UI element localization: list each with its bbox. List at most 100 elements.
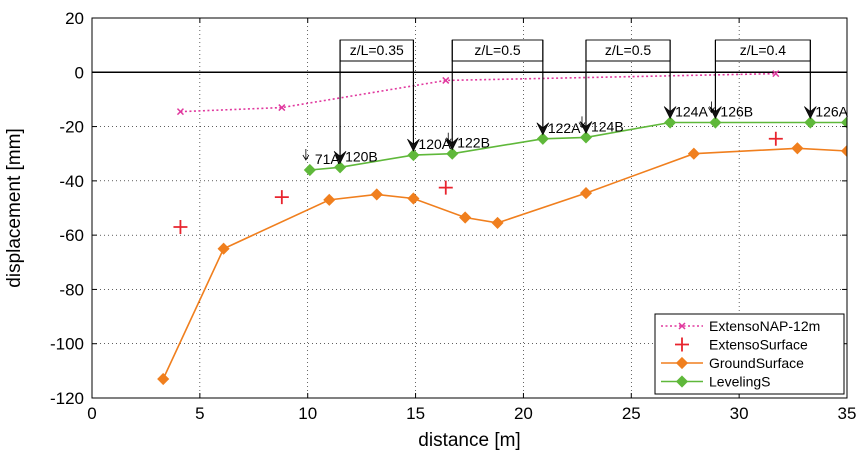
legend-item: ExtensoSurface xyxy=(675,337,808,353)
zl-annotation: z/L=0.4 xyxy=(709,39,817,120)
small-arrow xyxy=(708,101,715,114)
x-tick-label: 25 xyxy=(622,404,641,423)
small-arrow xyxy=(578,116,586,129)
arrow-head xyxy=(536,122,550,136)
point-label: 124A xyxy=(675,104,708,120)
point-label: 126A xyxy=(815,104,848,120)
series-line xyxy=(180,72,776,113)
point-label: 126B xyxy=(720,104,753,120)
zl-annotation: z/L=0.35 xyxy=(333,39,420,164)
point-label-layer: 71A 120B 120A 122B 122A 124B 124A 126B 126A xyxy=(315,104,849,168)
arrow-head xyxy=(444,138,452,145)
data-point xyxy=(407,149,420,162)
x-tick-label: 5 xyxy=(195,404,204,423)
data-point xyxy=(536,132,549,145)
data-point xyxy=(442,76,450,84)
legend: ExtensoNAP-12m ExtensoSurface GroundSurfac… xyxy=(654,313,845,395)
arrow-head xyxy=(663,106,677,120)
legend-swatch-marker xyxy=(675,375,689,388)
x-tick-label: 15 xyxy=(406,404,425,423)
point-label: 71A xyxy=(315,151,341,167)
annotation-layer: z/L=0.35 z/L=0.5 z/L=0.5 z/L=0.4 xyxy=(302,39,817,164)
zl-label: z/L=0.5 xyxy=(474,42,521,58)
zl-annotation: z/L=0.5 xyxy=(579,39,677,135)
data-point xyxy=(173,220,188,234)
series-layer xyxy=(157,70,847,386)
legend-swatch-marker xyxy=(678,322,686,330)
data-point xyxy=(217,242,230,255)
legend-item: LevelingS xyxy=(661,374,771,390)
series-line xyxy=(309,121,847,171)
legend-label: ExtensoSurface xyxy=(709,337,808,353)
arrow-head xyxy=(578,122,586,129)
data-point xyxy=(491,216,504,229)
data-point xyxy=(709,116,722,129)
legend-item: ExtensoNAP-12m xyxy=(661,318,820,334)
data-point xyxy=(176,108,184,116)
data-point xyxy=(278,104,286,112)
data-point xyxy=(772,70,780,78)
axis-layer: 0 5 10 15 20 25 30 35 20 0 -20 -40 -60 -80 -100 -120 xyxy=(50,9,856,423)
data-point xyxy=(579,187,593,200)
data-point xyxy=(804,116,817,129)
series-levelings xyxy=(303,116,847,177)
point-label: 122B xyxy=(457,135,490,151)
data-point xyxy=(157,372,170,386)
small-arrow xyxy=(444,132,452,145)
arrow-head xyxy=(708,107,715,114)
zl-label: z/L=0.35 xyxy=(350,42,404,58)
zl-annotation: z/L=0.5 xyxy=(445,39,550,151)
data-point xyxy=(446,147,459,160)
zl-label: z/L=0.4 xyxy=(740,42,787,58)
data-point xyxy=(687,147,700,160)
data-point xyxy=(407,192,420,205)
arrow-head xyxy=(302,154,310,161)
x-tick-label: 35 xyxy=(838,404,857,423)
legend-item: GroundSurface xyxy=(661,355,804,371)
x-tick-label: 10 xyxy=(298,404,317,423)
zl-label: z/L=0.5 xyxy=(605,42,652,58)
data-point xyxy=(334,161,347,174)
point-label: 120A xyxy=(418,136,451,152)
point-label: 122A xyxy=(548,120,581,136)
arrow-head xyxy=(407,138,420,152)
y-axis-title: displacement [mm] xyxy=(4,128,25,287)
data-point xyxy=(370,188,383,201)
y-tick-label: 0 xyxy=(75,63,84,82)
y-tick-label: -100 xyxy=(50,335,84,354)
y-tick-label: -60 xyxy=(59,226,84,245)
series-groundsurface xyxy=(157,142,847,386)
data-point xyxy=(664,116,677,129)
data-point xyxy=(840,144,847,158)
small-arrow xyxy=(302,149,310,161)
x-tick-label: 30 xyxy=(730,404,749,423)
y-tick-label: -80 xyxy=(59,280,84,299)
data-point xyxy=(274,190,289,205)
x-tick-label: 0 xyxy=(87,404,96,423)
series-extensosurface xyxy=(173,131,783,234)
y-tick-label: -120 xyxy=(50,389,84,408)
y-tick-label: 20 xyxy=(65,9,84,28)
data-point xyxy=(791,142,804,155)
x-tick-label: 20 xyxy=(514,404,533,423)
data-point xyxy=(459,211,472,224)
legend-label: LevelingS xyxy=(709,374,771,390)
point-label: 120B xyxy=(345,148,378,164)
legend-label: ExtensoNAP-12m xyxy=(709,318,820,334)
legend-swatch-marker xyxy=(675,337,689,352)
plot-frame xyxy=(91,17,848,399)
arrow-head xyxy=(333,151,347,164)
data-point xyxy=(323,193,336,206)
data-point xyxy=(579,131,593,144)
y-tick-label: -20 xyxy=(59,118,84,137)
data-point xyxy=(303,163,316,177)
y-tick-label: -40 xyxy=(59,172,84,191)
point-label: 124B xyxy=(591,118,624,134)
legend-label: GroundSurface xyxy=(709,355,804,371)
arrow-head xyxy=(804,106,817,120)
legend-swatch-marker xyxy=(675,356,689,370)
x-axis-title: distance [m] xyxy=(418,430,520,451)
data-point xyxy=(438,180,453,195)
series-extensonap-12m xyxy=(176,70,780,116)
